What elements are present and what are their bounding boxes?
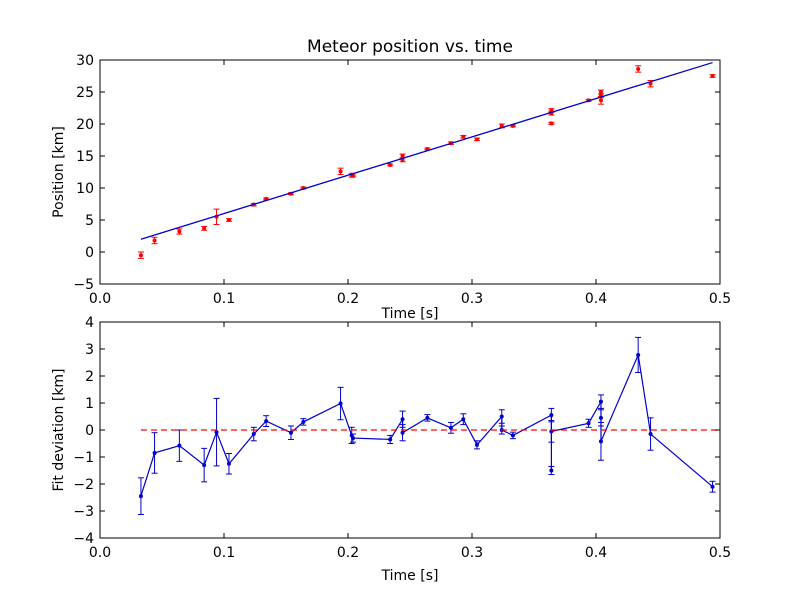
data-point <box>138 253 143 258</box>
data-point <box>338 401 343 406</box>
data-point <box>177 443 182 448</box>
data-point <box>710 74 715 78</box>
data-point <box>598 90 603 94</box>
position-xtick-label: 0.0 <box>89 291 111 307</box>
position-ytick-label: 5 <box>85 213 94 229</box>
data-point <box>648 432 653 437</box>
data-point <box>138 494 143 499</box>
data-point <box>350 436 355 441</box>
position-ticks: 0.0 0.1 0.2 0.3 0.4 0.5 −5 0 5 10 15 20 25 30 <box>73 53 731 307</box>
deviation-plot-content <box>137 336 720 516</box>
position-ytick-label: 20 <box>76 117 94 133</box>
position-chart-xlabel: Time [s] <box>381 306 439 322</box>
data-point <box>251 432 256 437</box>
data-point <box>388 162 393 167</box>
data-point <box>461 134 466 139</box>
data-point <box>510 433 515 438</box>
deviation-chart: 0.0 0.1 0.2 0.3 0.4 0.5 −4 −3 −2 −1 0 1 2 3 4 Time [s]… <box>51 315 731 584</box>
deviation-xtick-label: 0.5 <box>709 545 731 561</box>
deviation-xtick-label: 0.4 <box>585 545 607 561</box>
position-ytick-label: 30 <box>76 53 94 69</box>
deviation-xtick-label: 0.2 <box>337 545 359 561</box>
data-point <box>301 419 306 424</box>
position-chart: Meteor position vs. time 0.0 0.1 0.2 0.3 0.4… <box>51 37 731 322</box>
data-point <box>400 417 405 422</box>
data-point <box>461 417 466 422</box>
position-ytick-label: −5 <box>73 277 94 293</box>
data-point <box>177 229 182 234</box>
position-ytick-label: 15 <box>76 149 94 165</box>
position-xtick-label: 0.5 <box>709 291 731 307</box>
data-point <box>264 419 269 424</box>
data-point <box>152 238 157 243</box>
data-point <box>598 415 603 420</box>
data-point <box>474 137 479 142</box>
data-point <box>202 226 207 231</box>
deviation-ytick-label: 2 <box>85 369 94 385</box>
deviation-ytick-label: 3 <box>85 342 94 358</box>
position-xtick-label: 0.3 <box>461 291 483 307</box>
position-ytick-label: 25 <box>76 85 94 101</box>
data-point <box>636 352 641 357</box>
position-ytick-label: 10 <box>76 181 94 197</box>
data-point <box>448 425 453 430</box>
data-point <box>202 463 207 468</box>
data-point <box>214 430 219 435</box>
position-xtick-label: 0.1 <box>213 291 235 307</box>
data-point <box>598 399 603 404</box>
data-point <box>710 484 715 489</box>
deviation-xtick-label: 0.0 <box>89 545 111 561</box>
data-point <box>400 154 405 158</box>
data-point <box>549 468 554 473</box>
data-point <box>636 66 641 71</box>
deviation-ytick-label: −1 <box>73 450 94 466</box>
position-ytick-label: 0 <box>85 245 94 261</box>
fit-line <box>140 61 713 240</box>
deviation-ytick-label: 4 <box>85 315 94 331</box>
deviation-ytick-label: −4 <box>73 531 94 547</box>
deviation-ticks: 0.0 0.1 0.2 0.3 0.4 0.5 −4 −3 −2 −1 0 1 2 3 4 <box>73 315 731 561</box>
deviation-chart-xlabel: Time [s] <box>381 568 439 584</box>
position-axes-frame <box>99 59 721 285</box>
data-point <box>152 450 157 455</box>
position-xtick-label: 0.4 <box>585 291 607 307</box>
data-point <box>400 430 405 435</box>
deviation-xtick-label: 0.1 <box>213 545 235 561</box>
deviation-xtick-label: 0.3 <box>461 545 483 561</box>
data-point <box>226 218 231 222</box>
data-point <box>598 439 603 444</box>
data-point <box>226 461 231 466</box>
data-point <box>586 421 591 426</box>
deviation-ytick-label: −2 <box>73 477 94 493</box>
deviation-ytick-label: 0 <box>85 423 94 439</box>
data-point <box>549 413 554 418</box>
position-chart-ylabel: Position [km] <box>51 126 67 218</box>
position-plot-content <box>137 61 716 259</box>
data-point <box>338 169 343 174</box>
deviation-ytick-label: 1 <box>85 396 94 412</box>
position-xtick-label: 0.2 <box>337 291 359 307</box>
data-point <box>288 430 293 435</box>
data-point <box>425 415 430 420</box>
data-point <box>549 121 554 126</box>
deviation-ytick-label: −3 <box>73 504 94 520</box>
position-chart-title: Meteor position vs. time <box>307 37 513 57</box>
data-point <box>499 414 504 419</box>
deviation-chart-ylabel: Fit deviation [km] <box>51 368 67 491</box>
data-point <box>598 98 603 103</box>
data-point <box>350 173 355 178</box>
data-point <box>474 442 479 447</box>
data-point <box>388 437 393 442</box>
